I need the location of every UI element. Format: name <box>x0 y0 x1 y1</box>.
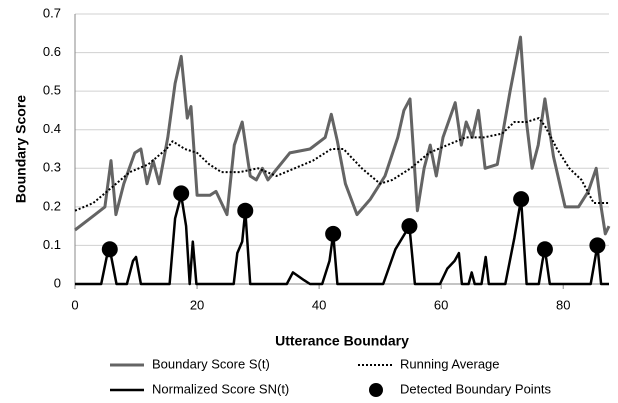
y-tick-label: 0.5 <box>43 83 61 98</box>
boundary-point <box>101 241 118 258</box>
legend-label: Boundary Score S(t) <box>152 356 270 371</box>
x-tick-label: 60 <box>434 297 448 312</box>
x-tick-label: 0 <box>71 297 78 312</box>
series-line <box>75 194 609 286</box>
boundary-point <box>536 241 553 258</box>
y-tick-label: 0.7 <box>43 5 61 20</box>
y-tick-label: 0.4 <box>43 121 61 136</box>
x-tick-label: 40 <box>312 297 326 312</box>
y-tick-label: 0.3 <box>43 160 61 175</box>
x-axis-label: Utterance Boundary <box>275 333 409 349</box>
x-tick-label: 20 <box>190 297 204 312</box>
legend-label: Detected Boundary Points <box>400 381 552 396</box>
y-axis-label: Boundary Score <box>13 95 29 203</box>
boundary-point <box>173 185 190 202</box>
y-tick-label: 0 <box>54 275 61 290</box>
boundary-point <box>401 218 418 235</box>
boundary-point <box>589 237 606 254</box>
x-tick-label: 80 <box>556 297 570 312</box>
legend-swatch <box>369 383 383 397</box>
series-line <box>74 35 611 236</box>
boundary-point <box>237 202 254 219</box>
y-tick-label: 0.2 <box>43 198 61 213</box>
y-tick-label: 0.1 <box>43 237 61 252</box>
boundary-point <box>325 225 342 242</box>
legend-label: Normalized Score SN(t) <box>152 381 289 396</box>
y-tick-label: 0.6 <box>43 44 61 59</box>
boundary-point <box>513 191 530 208</box>
legend-label: Running Average <box>400 356 500 371</box>
